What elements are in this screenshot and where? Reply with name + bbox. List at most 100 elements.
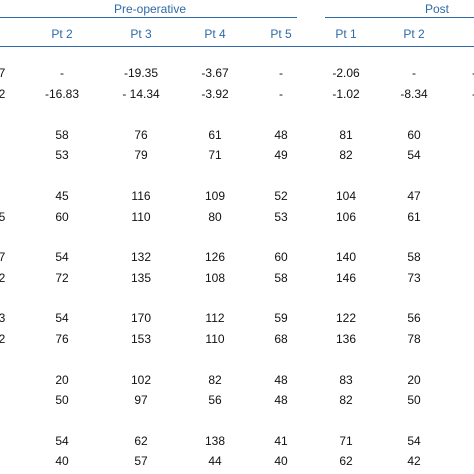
table-cell: 146 (335, 271, 357, 285)
table-cell: 61 (208, 128, 222, 142)
table-cell: 56 (407, 311, 421, 325)
table-cell: 102 (130, 373, 152, 387)
table-cell: 5 (0, 210, 6, 224)
table-cell: 48 (274, 393, 288, 407)
group-rule-preoperative (0, 17, 297, 18)
table-cell: 54 (55, 311, 69, 325)
table-cell: 72 (55, 271, 69, 285)
table-cell: 153 (130, 332, 152, 346)
table-cell: 76 (55, 332, 69, 346)
table-cell: 68 (274, 332, 288, 346)
table-cell: 73 (407, 271, 421, 285)
table-cell: 7 (0, 66, 6, 80)
table-cell: 47 (407, 189, 421, 203)
column-header-6: Pt 2 (403, 27, 425, 41)
table-cell: 60 (407, 128, 421, 142)
table-cell: 54 (55, 250, 69, 264)
table-cell: 83 (339, 373, 353, 387)
table-cell: -8.34 (400, 87, 428, 101)
table-cell: 71 (339, 434, 353, 448)
table-cell: 3 (0, 311, 6, 325)
header-rule (0, 46, 474, 47)
table-cell: 122 (335, 311, 357, 325)
table-cell: 76 (134, 128, 148, 142)
table-cell: 53 (55, 148, 69, 162)
table-cell: - 14.34 (122, 87, 160, 101)
table-cell: 138 (204, 434, 226, 448)
table-cell: 62 (134, 434, 148, 448)
table-cell: 41 (274, 434, 288, 448)
table-cell: -3.92 (201, 87, 229, 101)
group-rule-postoperative (325, 17, 474, 18)
table-cell: -19.35 (123, 66, 159, 80)
table-cell: - (279, 87, 283, 101)
table-cell: - (472, 86, 474, 102)
table-cell: 110 (205, 332, 225, 346)
table-cell: 106 (335, 210, 357, 224)
table-cell: 60 (55, 210, 69, 224)
table-cell: 20 (407, 373, 421, 387)
table-cell: 7 (0, 250, 6, 264)
table-cell: -2.06 (332, 66, 360, 80)
table-cell: 104 (335, 189, 357, 203)
table-cell: 82 (339, 148, 353, 162)
column-header-1: Pt 2 (51, 27, 73, 41)
table-cell: 58 (274, 271, 288, 285)
table-cell: -16.83 (44, 87, 80, 101)
table-cell: 112 (205, 311, 225, 325)
table-cell: 78 (407, 332, 421, 346)
table-cell: 82 (339, 393, 353, 407)
table-cell: 116 (131, 189, 151, 203)
table-cell: 80 (208, 210, 222, 224)
column-header-4: Pt 5 (270, 27, 292, 41)
table-cell: - (60, 66, 64, 80)
table-cell: 54 (407, 148, 421, 162)
table-cell: 2 (0, 271, 6, 285)
table-cell: 126 (204, 250, 226, 264)
column-header-5: Pt 1 (335, 27, 357, 41)
table-cell: 81 (339, 128, 353, 142)
table-cell: 53 (274, 210, 288, 224)
table-cell: 170 (130, 311, 152, 325)
table-cell: 136 (335, 332, 357, 346)
table-cell: 2 (0, 87, 6, 101)
table-cell: 71 (208, 148, 222, 162)
group-header-preoperative: Pre-operative (113, 2, 187, 16)
table-cell: 45 (55, 189, 69, 203)
table-cell: 97 (134, 393, 148, 407)
table-cell: 50 (407, 393, 421, 407)
column-header-2: Pt 3 (130, 27, 152, 41)
table-cell: 79 (134, 148, 148, 162)
table-cell: 20 (55, 373, 69, 387)
table-cell: -1.02 (332, 87, 360, 101)
column-header-3: Pt 4 (204, 27, 226, 41)
table-cell: 48 (274, 128, 288, 142)
table-cell: 108 (204, 271, 226, 285)
table-cell: 109 (204, 189, 226, 203)
table-cell: 62 (339, 454, 353, 468)
table-cell: 2 (0, 332, 6, 346)
table-cell: 48 (274, 373, 288, 387)
table-cell: 50 (55, 393, 69, 407)
table-cell: 60 (274, 250, 288, 264)
table-cell: 52 (274, 189, 288, 203)
table-cell: 40 (55, 454, 69, 468)
table-cell: - (472, 65, 474, 81)
table-cell: 61 (407, 210, 421, 224)
table-cell: 58 (407, 250, 421, 264)
table-cell: 54 (55, 434, 69, 448)
table-cell: - (279, 66, 283, 80)
table-cell: 40 (274, 454, 288, 468)
table-cell: 54 (407, 434, 421, 448)
table-cell: 140 (335, 250, 357, 264)
table-cell: 58 (55, 128, 69, 142)
table-cell: 56 (208, 393, 222, 407)
table-cell: 132 (130, 250, 152, 264)
table-cell: 82 (208, 373, 222, 387)
table-cell: 110 (131, 210, 151, 224)
table-cell: 44 (208, 454, 222, 468)
table-cell: 59 (274, 311, 288, 325)
table-cell: -3.67 (201, 66, 229, 80)
table-cell: - (412, 66, 416, 80)
table-cell: 135 (130, 271, 152, 285)
